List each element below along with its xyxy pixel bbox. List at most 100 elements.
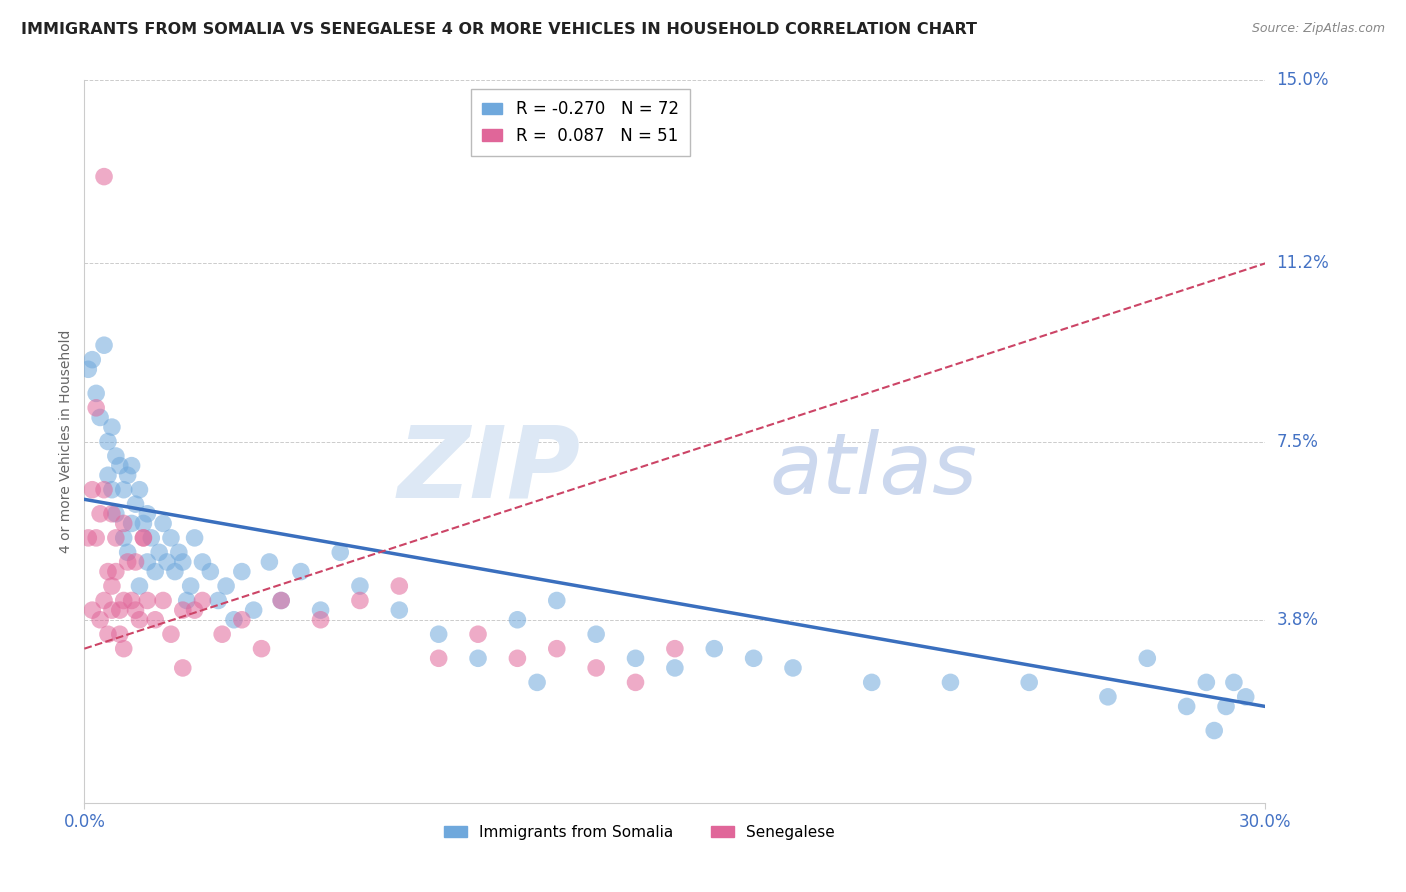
Point <box>215 579 238 593</box>
Text: IMMIGRANTS FROM SOMALIA VS SENEGALESE 4 OR MORE VEHICLES IN HOUSEHOLD CORRELATIO: IMMIGRANTS FROM SOMALIA VS SENEGALESE 4 … <box>21 22 977 37</box>
Text: 15.0%: 15.0% <box>1277 71 1329 89</box>
Point <box>1175 699 1198 714</box>
Point <box>89 507 111 521</box>
Point <box>427 651 450 665</box>
Point <box>82 603 104 617</box>
Point <box>180 579 202 593</box>
Point <box>128 579 150 593</box>
Point <box>93 338 115 352</box>
Point <box>128 483 150 497</box>
Point <box>89 410 111 425</box>
Point <box>211 627 233 641</box>
Text: 3.8%: 3.8% <box>1277 611 1319 629</box>
Point <box>84 386 107 401</box>
Point <box>101 483 124 497</box>
Point <box>112 483 135 497</box>
Point <box>703 641 725 656</box>
Point <box>624 651 647 665</box>
Point <box>84 531 107 545</box>
Point <box>546 641 568 656</box>
Point <box>467 627 489 641</box>
Point <box>82 483 104 497</box>
Point <box>152 516 174 531</box>
Text: Source: ZipAtlas.com: Source: ZipAtlas.com <box>1251 22 1385 36</box>
Point <box>1097 690 1119 704</box>
Point <box>427 627 450 641</box>
Point <box>270 593 292 607</box>
Point <box>1195 675 1218 690</box>
Point <box>156 555 179 569</box>
Point <box>664 661 686 675</box>
Point <box>97 434 120 449</box>
Text: 11.2%: 11.2% <box>1277 254 1329 272</box>
Point <box>309 603 332 617</box>
Point <box>231 613 253 627</box>
Point <box>290 565 312 579</box>
Point <box>117 545 139 559</box>
Point <box>101 420 124 434</box>
Point <box>121 516 143 531</box>
Point <box>585 627 607 641</box>
Point <box>143 565 166 579</box>
Point <box>222 613 245 627</box>
Point <box>1223 675 1246 690</box>
Point <box>104 565 127 579</box>
Point <box>101 507 124 521</box>
Point <box>93 169 115 184</box>
Point <box>1204 723 1226 738</box>
Point <box>112 531 135 545</box>
Point <box>191 593 214 607</box>
Point <box>136 555 159 569</box>
Point <box>152 593 174 607</box>
Point <box>191 555 214 569</box>
Point <box>782 661 804 675</box>
Point <box>939 675 962 690</box>
Point <box>183 531 205 545</box>
Point <box>117 555 139 569</box>
Point <box>309 613 332 627</box>
Point <box>250 641 273 656</box>
Point <box>664 641 686 656</box>
Point <box>124 555 146 569</box>
Point <box>93 483 115 497</box>
Point <box>231 565 253 579</box>
Point <box>136 593 159 607</box>
Point <box>200 565 222 579</box>
Point <box>104 531 127 545</box>
Point <box>124 497 146 511</box>
Point <box>112 593 135 607</box>
Point <box>108 458 131 473</box>
Point <box>108 627 131 641</box>
Point <box>624 675 647 690</box>
Point <box>585 661 607 675</box>
Point <box>101 579 124 593</box>
Point <box>388 603 411 617</box>
Point <box>132 516 155 531</box>
Point <box>128 613 150 627</box>
Point <box>104 449 127 463</box>
Legend: Immigrants from Somalia, Senegalese: Immigrants from Somalia, Senegalese <box>437 819 841 846</box>
Point <box>526 675 548 690</box>
Point <box>97 627 120 641</box>
Point <box>172 603 194 617</box>
Point <box>148 545 170 559</box>
Point <box>546 593 568 607</box>
Point <box>183 603 205 617</box>
Point <box>506 613 529 627</box>
Point <box>349 579 371 593</box>
Point <box>160 531 183 545</box>
Point <box>121 593 143 607</box>
Point <box>1215 699 1237 714</box>
Text: ZIP: ZIP <box>398 422 581 519</box>
Point <box>84 401 107 415</box>
Point <box>89 613 111 627</box>
Point <box>104 507 127 521</box>
Point <box>176 593 198 607</box>
Point <box>1136 651 1159 665</box>
Point <box>329 545 352 559</box>
Point <box>143 613 166 627</box>
Point <box>388 579 411 593</box>
Point <box>101 603 124 617</box>
Point <box>160 627 183 641</box>
Point <box>97 468 120 483</box>
